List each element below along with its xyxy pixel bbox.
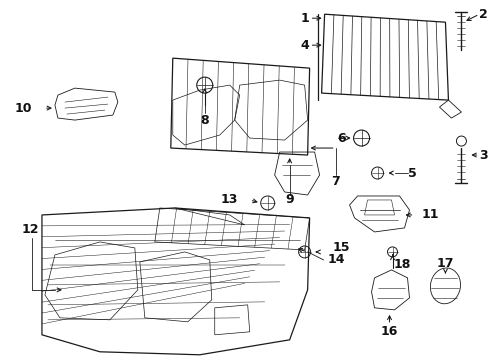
Text: 5: 5 (407, 167, 415, 180)
Text: 13: 13 (220, 193, 237, 207)
Text: 1: 1 (300, 12, 309, 25)
Text: 16: 16 (380, 325, 397, 338)
Text: 6: 6 (337, 131, 346, 145)
Text: 12: 12 (22, 224, 40, 237)
Text: 8: 8 (200, 113, 209, 127)
Text: 2: 2 (478, 8, 487, 21)
Text: 4: 4 (300, 39, 309, 52)
Text: 14: 14 (327, 253, 345, 266)
Text: 15: 15 (332, 242, 349, 255)
Text: 18: 18 (393, 258, 410, 271)
Text: 7: 7 (330, 175, 339, 189)
Text: 10: 10 (15, 102, 32, 114)
Text: 11: 11 (421, 208, 438, 221)
Text: 9: 9 (285, 193, 293, 207)
Text: 17: 17 (436, 257, 453, 270)
Text: 3: 3 (478, 149, 487, 162)
